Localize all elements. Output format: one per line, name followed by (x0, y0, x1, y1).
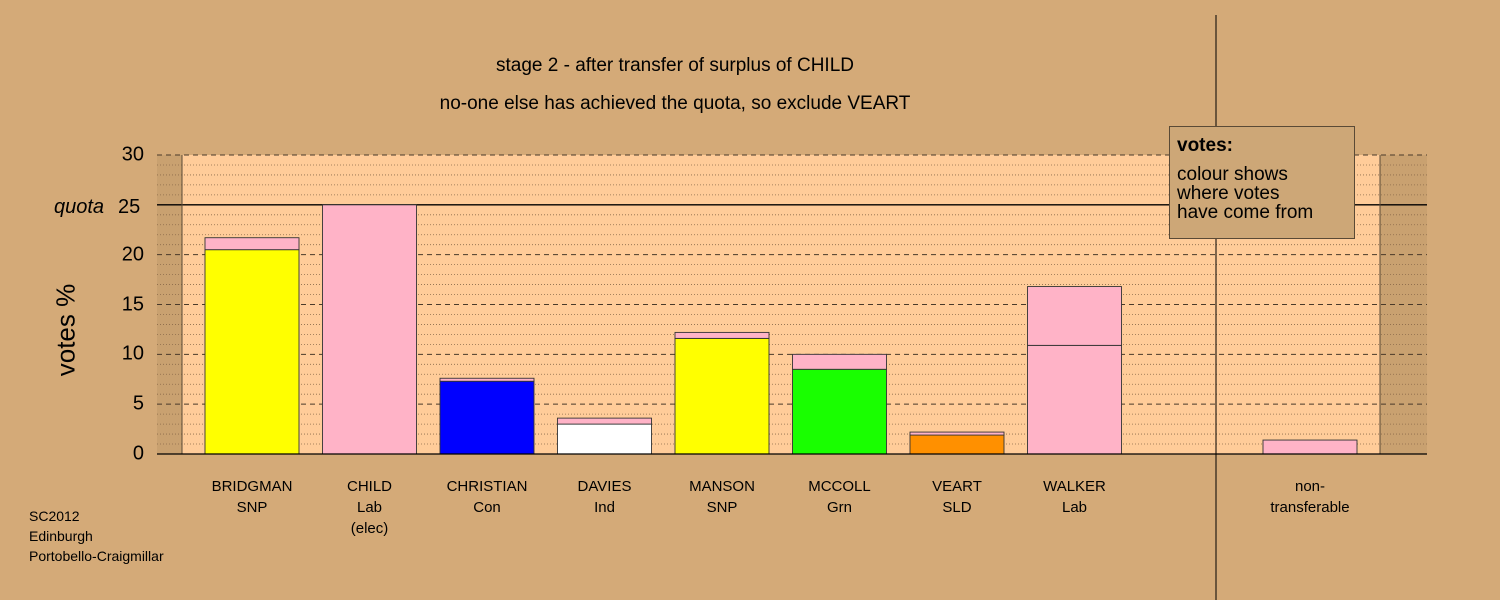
footer-ward: Portobello-Craigmillar (29, 548, 164, 564)
y-tick-label: 30 (121, 143, 144, 166)
quota-tick-label: 25 (118, 196, 141, 218)
bar-segment-mccoll-0 (792, 368, 887, 455)
category-label-line: transferable (1270, 499, 1350, 516)
chart-title: stage 2 - after transfer of surplus of C… (496, 55, 854, 76)
x-category-label: BRIDGMAN SNP (182, 476, 322, 518)
x-category-label: non-transferable (1240, 476, 1380, 518)
category-label-line: Con (473, 499, 501, 516)
footer-year: SC2012 (29, 508, 80, 524)
category-label-line: SLD (942, 499, 972, 516)
category-label-line: Lab (356, 499, 383, 516)
bar-segment-walker-0 (1027, 344, 1122, 455)
category-label-line: non- (1294, 478, 1326, 495)
quota-label: quota (54, 196, 105, 218)
category-label-line: WALKER (1043, 478, 1106, 495)
category-label-line: Lab (1061, 499, 1088, 516)
category-label-line: Grn (826, 499, 852, 516)
bar-segment-bridgman-0 (204, 249, 300, 455)
x-category-label: CHILD Lab (elec) (300, 476, 440, 539)
bar-segment-bridgman-1 (204, 237, 300, 251)
category-label-line: CHILD (346, 478, 392, 495)
bar-segment-veart-1 (909, 431, 1005, 436)
bar-segment-child-0 (322, 204, 417, 455)
bar-segment-mccoll-1 (792, 353, 887, 370)
bar-segment-christian-0 (439, 380, 535, 455)
footer-info: SC2012 Edinburgh Portobello-Craigmillar (29, 506, 164, 566)
y-tick-label: 10 (121, 342, 144, 365)
x-category-label: VEART SLD (887, 476, 1027, 518)
x-category-label: CHRISTIAN Con (417, 476, 557, 518)
category-label-line: SNP (706, 499, 738, 516)
category-label-line: (elec) (350, 520, 389, 537)
category-label-line: BRIDGMAN (211, 478, 293, 495)
bar-segment-davies-0 (557, 423, 652, 455)
legend-line: have come from (1177, 202, 1314, 223)
bar-segment-christian-1 (439, 377, 535, 382)
bar-segment-manson-0 (674, 337, 770, 455)
category-label-line: MANSON (689, 478, 755, 495)
category-label-line: Ind (594, 499, 615, 516)
category-label-line: SNP (236, 499, 268, 516)
y-tick-label: 20 (121, 243, 144, 266)
y-tick-label: 0 (132, 442, 144, 465)
bar-segment-davies-1 (557, 417, 652, 425)
y-tick-label: 15 (121, 293, 144, 315)
legend-title: votes: (1177, 135, 1233, 156)
y-tick-label: 5 (132, 392, 144, 415)
bar-segment-non-0 (1262, 439, 1358, 455)
category-label-line: MCCOLL (808, 478, 871, 495)
legend-line: colour shows (1177, 164, 1288, 185)
x-category-label: WALKER Lab (1005, 476, 1145, 518)
x-category-label: DAVIES Ind (535, 476, 675, 518)
bar-segment-veart-0 (909, 434, 1005, 455)
chart-subtitle: no-one else has achieved the quota, so e… (439, 93, 911, 114)
category-label-line: DAVIES (577, 478, 632, 495)
category-label-line: CHRISTIAN (446, 478, 528, 495)
legend-box: votes: colour shows where votes have com… (1169, 126, 1355, 239)
legend-line: where votes (1177, 183, 1280, 204)
x-category-label: MCCOLL Grn (770, 476, 910, 518)
bar-segment-walker-1 (1027, 286, 1122, 346)
x-category-label: MANSON SNP (652, 476, 792, 518)
bar-segment-manson-1 (674, 331, 770, 339)
category-label-line: VEART (932, 478, 982, 495)
footer-council: Edinburgh (29, 528, 93, 544)
y-axis-label: votes % (50, 283, 81, 377)
